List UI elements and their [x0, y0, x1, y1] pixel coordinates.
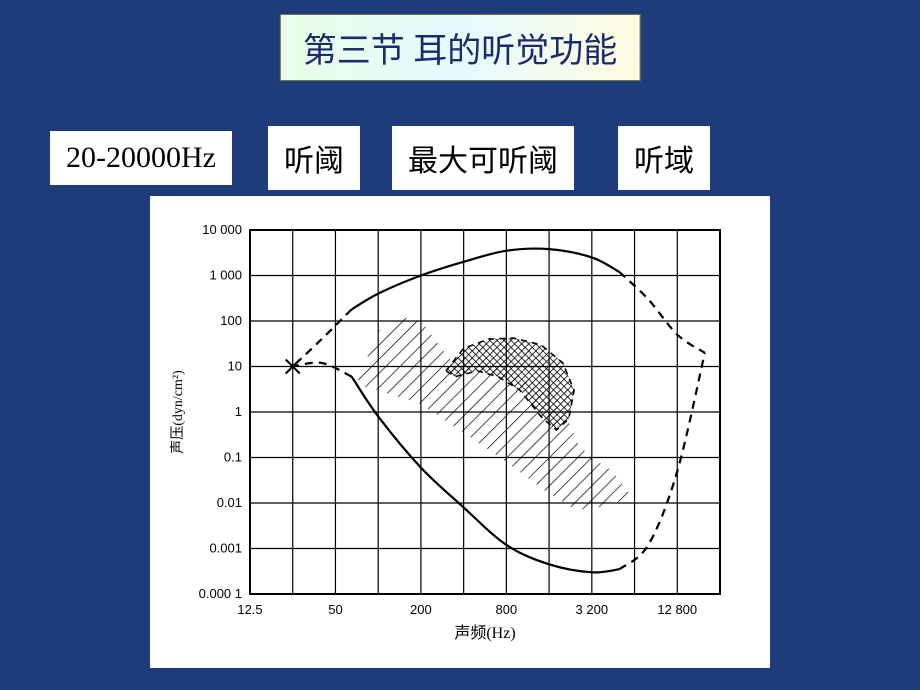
svg-text:0.1: 0.1: [224, 450, 242, 465]
svg-text:0.01: 0.01: [217, 495, 242, 510]
svg-text:声频(Hz): 声频(Hz): [454, 624, 515, 642]
label-audible-field: 听域: [618, 126, 710, 190]
svg-text:声压(dyn/cm²): 声压(dyn/cm²): [170, 370, 186, 454]
svg-text:1 000: 1 000: [209, 268, 242, 283]
slide: 第三节 耳的听觉功能 20-20000Hz 听阈 最大可听阈 听域 12.5 50…: [0, 0, 920, 690]
svg-text:0.001: 0.001: [209, 541, 242, 556]
svg-text:12 800: 12 800: [657, 602, 697, 617]
label-hearing-threshold: 听阈: [268, 126, 360, 190]
svg-text:1: 1: [235, 404, 242, 419]
svg-text:12.5: 12.5: [237, 602, 262, 617]
svg-text:200: 200: [410, 602, 432, 617]
svg-text:3 200: 3 200: [576, 602, 609, 617]
label-row: 20-20000Hz 听阈 最大可听阈 听域: [0, 126, 920, 190]
label-frequency-range: 20-20000Hz: [50, 131, 232, 185]
audiogram-svg: 12.5 50 200 800 3 200 12 800 0.000 1 0.001 0.01 0…: [164, 206, 756, 662]
svg-text:100: 100: [220, 313, 242, 328]
svg-text:10 000: 10 000: [202, 222, 242, 237]
label-max-threshold: 最大可听阈: [392, 126, 574, 190]
section-title: 第三节 耳的听觉功能: [280, 14, 641, 81]
svg-text:800: 800: [496, 602, 518, 617]
svg-text:10: 10: [228, 359, 242, 374]
svg-text:50: 50: [328, 602, 342, 617]
audiogram-chart: 12.5 50 200 800 3 200 12 800 0.000 1 0.001 0.01 0…: [150, 196, 770, 668]
svg-text:0.000 1: 0.000 1: [199, 586, 242, 601]
